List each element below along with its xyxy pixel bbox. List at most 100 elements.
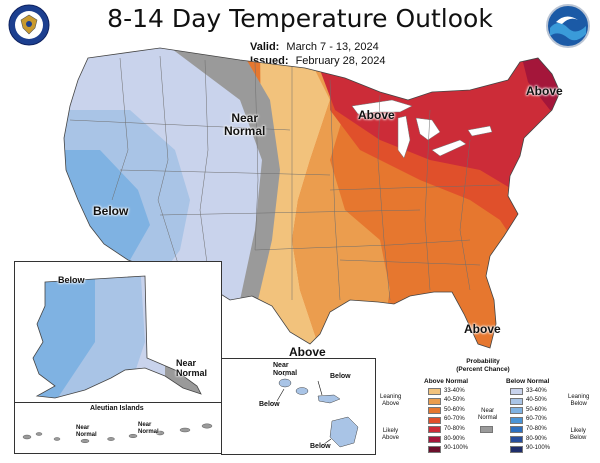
hawaii-map	[276, 372, 359, 448]
legend-range-above-1: 40-50%	[444, 397, 465, 404]
legend-swatch-below-0	[510, 388, 523, 395]
island-oahu	[295, 387, 309, 395]
legend-swatch-above-5	[428, 436, 441, 443]
valid-dates: Valid: March 7 - 13, 2024	[250, 41, 379, 53]
leader-line	[281, 372, 287, 377]
legend-range-below-4: 70-80%	[526, 425, 547, 432]
legend-swatch-above-2	[428, 407, 441, 415]
label-hawaii-below-3: Below	[310, 443, 331, 450]
legend-leaning-above: Leaning Above	[380, 394, 401, 408]
legend-label: Leaning	[380, 394, 402, 400]
legend-swatch-above-3	[428, 416, 441, 424]
legend-range-below-6: 90-100%	[526, 445, 551, 452]
aleutian-map	[22, 423, 213, 444]
legend-range-above-2: 50-60%	[444, 406, 465, 413]
legend-swatch-below-4	[510, 426, 523, 434]
map-title: 8-14 Day Temperature Outlook	[107, 4, 493, 33]
label-line: Near	[273, 362, 289, 369]
noaa-logo-icon	[546, 4, 590, 48]
label-above-florida: Above	[464, 322, 501, 336]
border-line	[111, 57, 129, 201]
legend-title-line2: (Percent Chance)	[456, 366, 510, 373]
legend-label: Below	[570, 435, 587, 441]
aleutian-islands	[22, 423, 213, 444]
legend-below-header: Below Normal	[506, 378, 550, 385]
island-kauai	[278, 378, 292, 388]
legend-range-above-6: 90-100%	[444, 445, 469, 452]
legend-label: Normal	[478, 415, 498, 421]
legend-label: Likely	[570, 428, 586, 434]
aleutian-inset	[14, 402, 222, 454]
valid-value: March 7 - 13, 2024	[286, 41, 379, 53]
border-line	[199, 59, 211, 287]
label-hawaii-below-2: Below	[259, 401, 280, 408]
label-line: Normal	[224, 124, 266, 138]
lake-ontario	[467, 125, 493, 137]
legend-swatch-above-6	[428, 445, 441, 453]
legend-title-line1: Probability	[466, 358, 500, 365]
label-alaska-below: Below	[58, 275, 85, 285]
border-line	[119, 169, 331, 176]
alaska-map	[32, 275, 202, 399]
label-line: Normal	[76, 432, 97, 438]
legend-above-header: Above Normal	[424, 378, 469, 385]
border-line	[329, 184, 501, 191]
label-line: Near	[231, 111, 259, 125]
legend-below-column: 33-40% 40-50% 50-60% 60-70% 70-80% 80-90% 90-1…	[510, 388, 566, 458]
legend-range-below-2: 50-60%	[526, 406, 547, 413]
label-line: Normal	[176, 368, 208, 378]
great-lakes	[351, 99, 493, 159]
legend-swatch-above-0	[428, 388, 441, 395]
border-line	[377, 94, 391, 301]
border-line	[69, 119, 291, 131]
legend-range-below-3: 60-70%	[526, 416, 547, 423]
legend-range-below-0: 33-40%	[526, 387, 547, 394]
leader-line	[319, 438, 332, 448]
border-line	[254, 239, 471, 251]
legend-swatch-above-1	[428, 397, 441, 405]
legend-likely-above: Likely Above	[382, 428, 399, 442]
legend-range-above-5: 80-90%	[444, 435, 465, 442]
legend-label: Above	[382, 435, 400, 441]
legend-label: Leaning	[568, 394, 590, 400]
legend-range-above-3: 60-70%	[444, 416, 465, 423]
doc-seal-icon	[8, 4, 50, 46]
island-big-island	[329, 416, 359, 448]
border-line	[159, 209, 421, 216]
aleutian-title: Aleutian Islands	[90, 405, 144, 412]
label-above-northeast: Above	[526, 84, 563, 98]
legend-swatch-below-2	[510, 407, 523, 415]
label-aleutian-near-2: Near Normal	[138, 422, 159, 436]
label-above-south: Above	[289, 345, 326, 359]
island-molokai-maui	[317, 394, 341, 404]
legend-label: Below	[570, 401, 587, 407]
valid-label: Valid:	[250, 41, 280, 53]
label-line: Near	[76, 425, 90, 431]
issued-value: February 28, 2024	[295, 55, 386, 67]
leader-line	[317, 380, 323, 396]
legend-label: Likely	[382, 428, 399, 434]
label-line: Normal	[273, 370, 298, 377]
legend-range-above-0: 33-40%	[444, 387, 465, 394]
legend-swatch-near-normal	[480, 426, 493, 433]
border-line	[157, 55, 181, 271]
legend-leaning-below: Leaning Below	[568, 394, 589, 408]
border-line	[459, 139, 471, 291]
border-line	[254, 61, 259, 251]
legend-label: Near	[481, 408, 495, 414]
legend-swatch-below-3	[510, 416, 523, 424]
label-below-west: Below	[93, 204, 129, 218]
label-above-great-lakes: Above	[358, 108, 395, 122]
legend-above-column: 33-40% 40-50% 50-60% 60-70% 70-80% 80-90% 90-1…	[428, 388, 478, 458]
alaska-outline	[32, 275, 202, 399]
alaska-inset	[14, 261, 222, 403]
legend-range-above-4: 70-80%	[444, 425, 465, 432]
legend-label: Above	[382, 401, 400, 407]
border-line	[329, 79, 341, 301]
state-boundaries	[69, 55, 501, 301]
issued-date: Issued: February 28, 2024	[250, 55, 385, 67]
label-line: Near	[138, 422, 152, 428]
probability-legend: Probability (Percent Chance) Above Norma…	[378, 358, 598, 461]
border-line	[339, 259, 481, 266]
lake-michigan	[397, 115, 411, 159]
